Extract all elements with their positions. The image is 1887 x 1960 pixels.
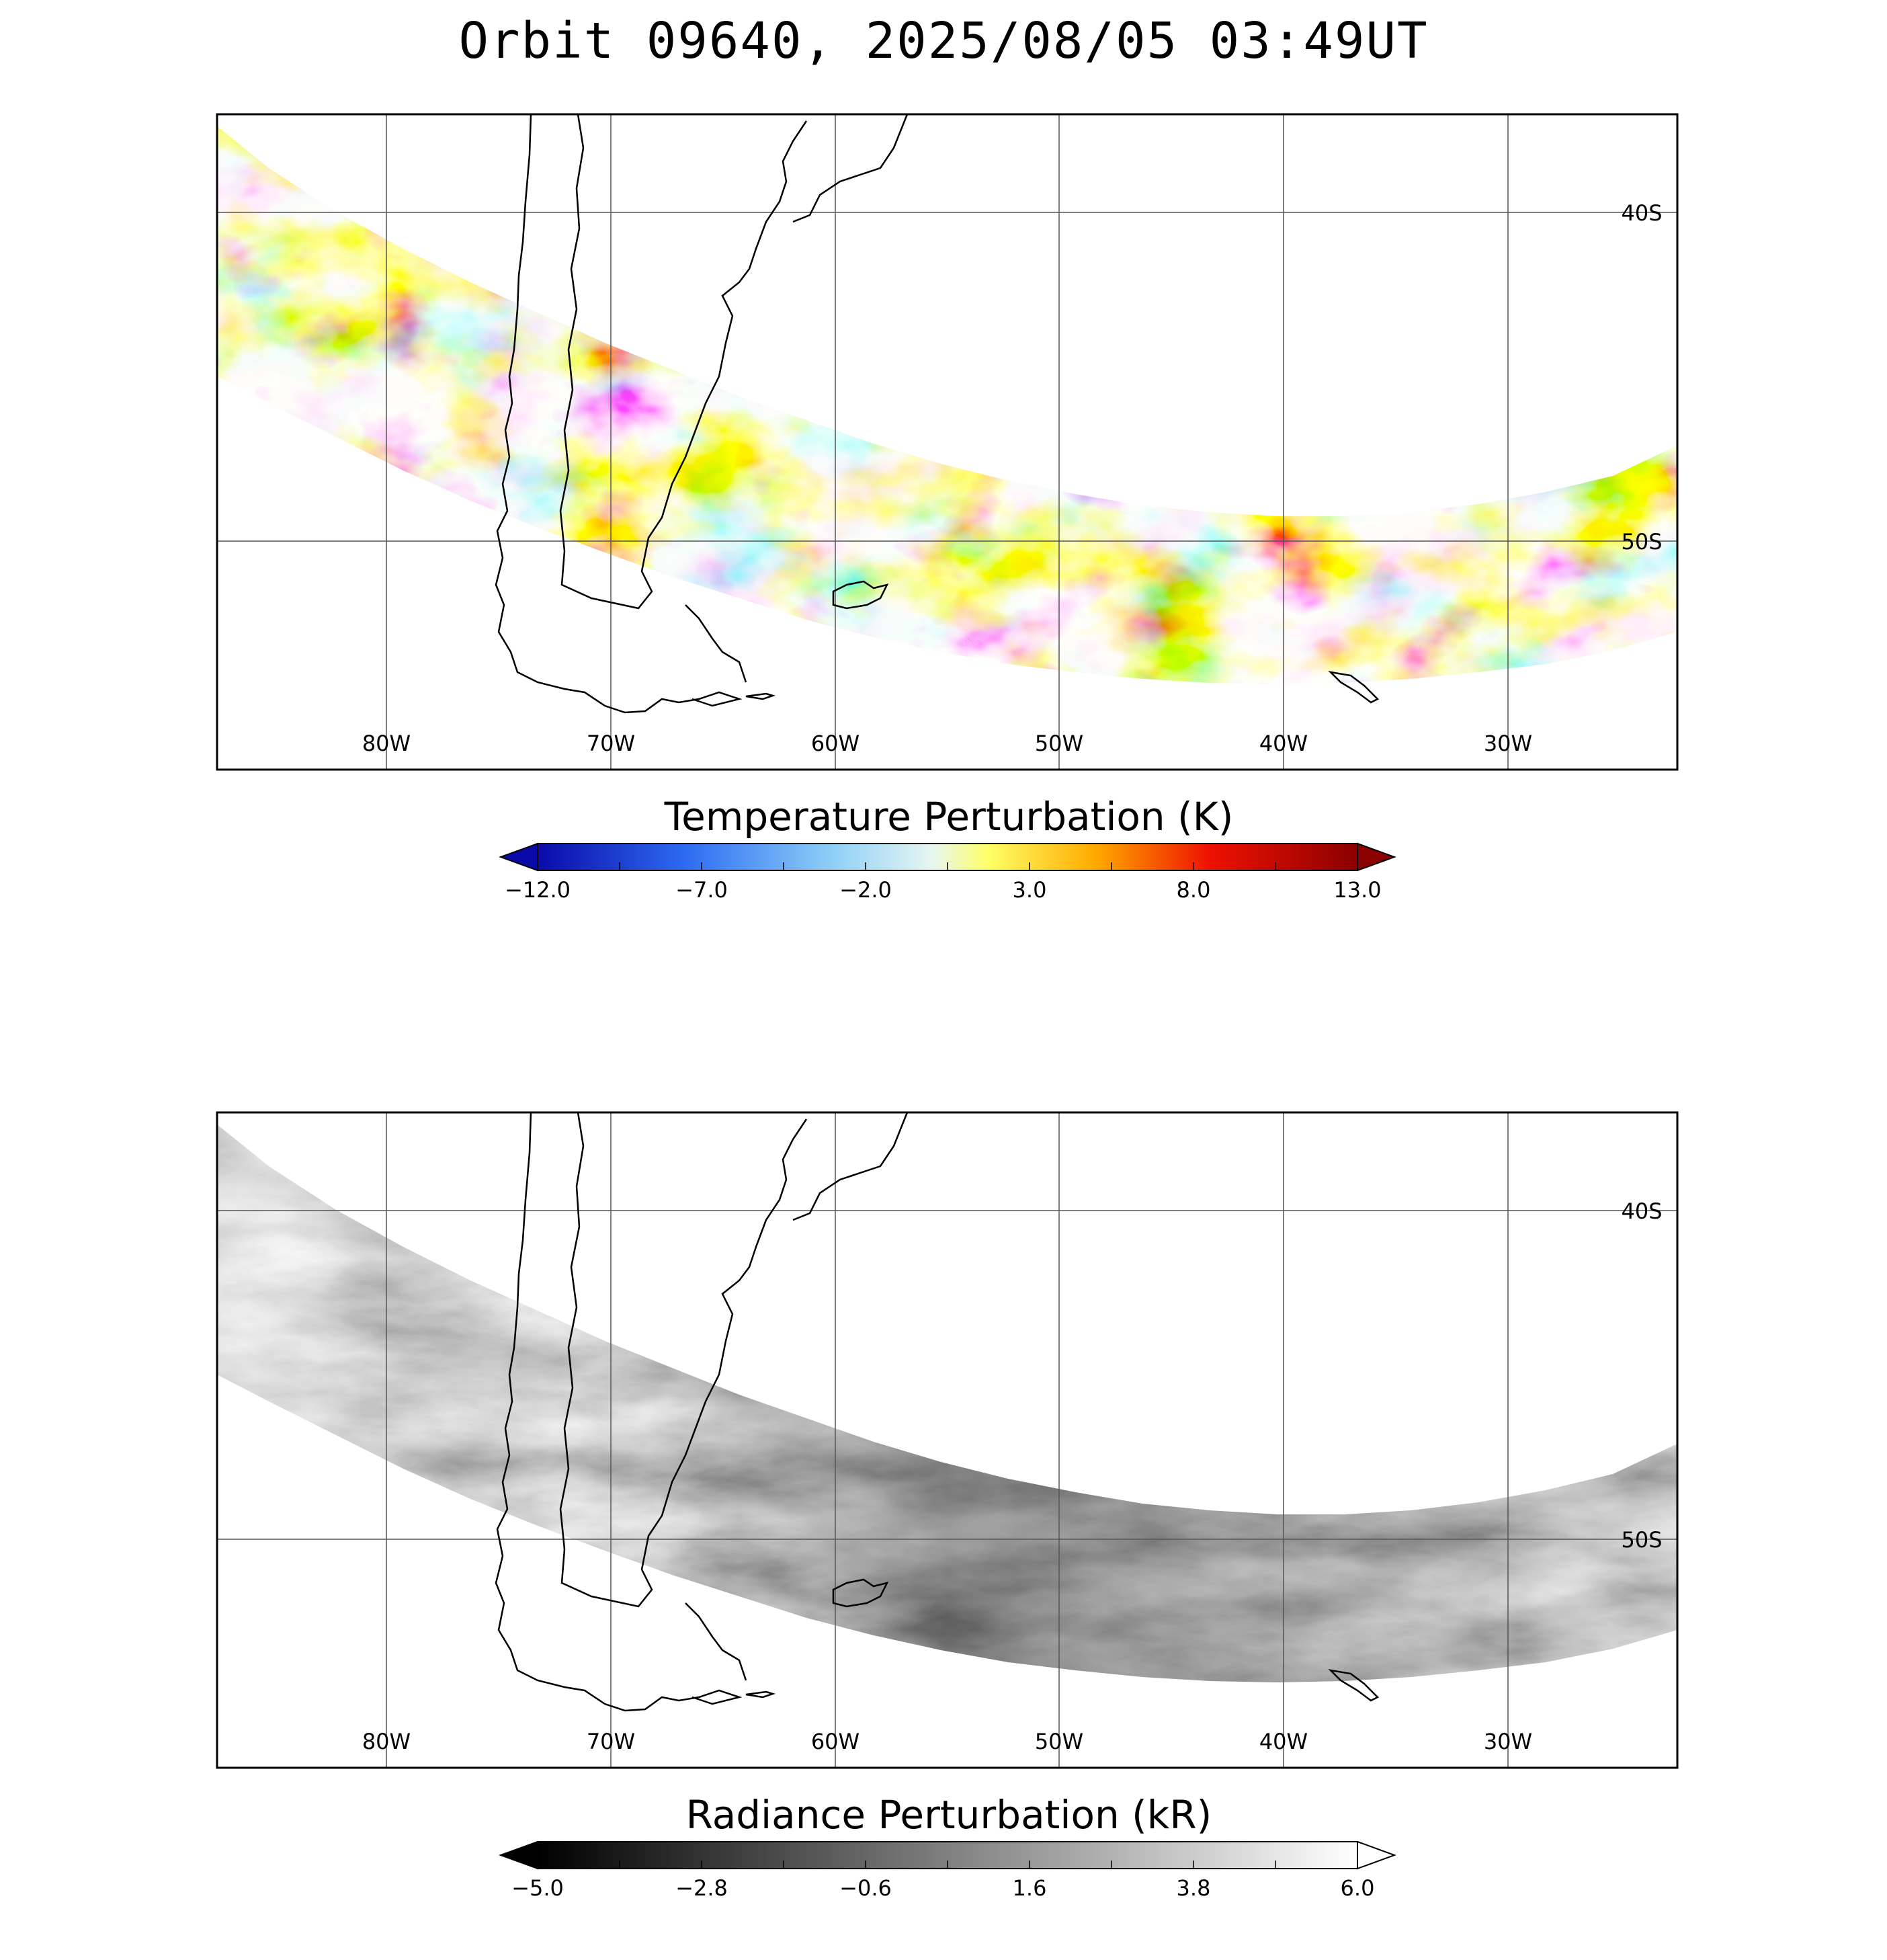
coastline: [495, 114, 1380, 714]
lon-label: 50W: [1035, 731, 1083, 756]
lat-labels: 40S 50S: [1621, 1198, 1662, 1553]
radiance-colorbar: −5.0 −2.8 −0.6 1.6 3.8 6.0: [499, 1840, 1396, 1901]
lon-labels: 80W 70W 60W 50W 40W 30W: [362, 731, 1532, 756]
colorbar-tick: 3.8: [1177, 1875, 1211, 1901]
graticule: [217, 1112, 1677, 1768]
colorbar-tick: 13.0: [1333, 877, 1381, 903]
colorbar-tick: 8.0: [1177, 877, 1211, 903]
lon-label: 80W: [362, 731, 411, 756]
lon-label: 30W: [1484, 1729, 1532, 1754]
colorbar-tick: −7.0: [675, 877, 728, 903]
lon-label: 30W: [1484, 731, 1532, 756]
colorbar-title: Temperature Perturbation (K): [664, 794, 1234, 840]
radiance-map-panel: 80W 70W 60W 50W 40W 30W 40S 50S Radiance…: [216, 1111, 1679, 1901]
graticule: [217, 114, 1677, 770]
temperature-colorbar: −12.0 −7.0 −2.0 3.0 8.0 13.0: [499, 842, 1396, 903]
colorbar-tick: 3.0: [1013, 877, 1047, 903]
lon-label: 60W: [811, 731, 859, 756]
lon-label: 70W: [587, 1729, 635, 1754]
lon-label: 60W: [811, 1729, 859, 1754]
colorbar-tick: −0.6: [839, 1875, 892, 1901]
colorbar-tick: 6.0: [1341, 1875, 1375, 1901]
colorbar-tick: −12.0: [505, 877, 571, 903]
lat-label: 40S: [1621, 1198, 1662, 1224]
lon-label: 40W: [1259, 731, 1308, 756]
map-frame: [216, 113, 1679, 771]
lat-label: 40S: [1621, 200, 1662, 226]
lat-label: 50S: [1621, 529, 1662, 555]
lat-labels: 40S 50S: [1621, 200, 1662, 555]
colorbar-title: Radiance Perturbation (kR): [686, 1792, 1212, 1838]
colorbar-tick: −2.0: [839, 877, 892, 903]
colorbar-tick: 1.6: [1013, 1875, 1047, 1901]
lat-label: 50S: [1621, 1527, 1662, 1553]
coastline: [495, 1112, 1380, 1712]
lon-label: 70W: [587, 731, 635, 756]
lon-label: 40W: [1259, 1729, 1308, 1754]
colorbar-tick: −5.0: [511, 1875, 564, 1901]
lon-labels: 80W 70W 60W 50W 40W 30W: [362, 1729, 1532, 1754]
colorbar-tick: −2.8: [675, 1875, 728, 1901]
map-frame: [216, 1111, 1679, 1769]
temperature-map-panel: 80W 70W 60W 50W 40W 30W 40S 50S Temperat…: [216, 113, 1679, 903]
lon-label: 80W: [362, 1729, 411, 1754]
figure-title: Orbit 09640, 2025/08/05 03:49UT: [458, 12, 1429, 70]
lon-label: 50W: [1035, 1729, 1083, 1754]
